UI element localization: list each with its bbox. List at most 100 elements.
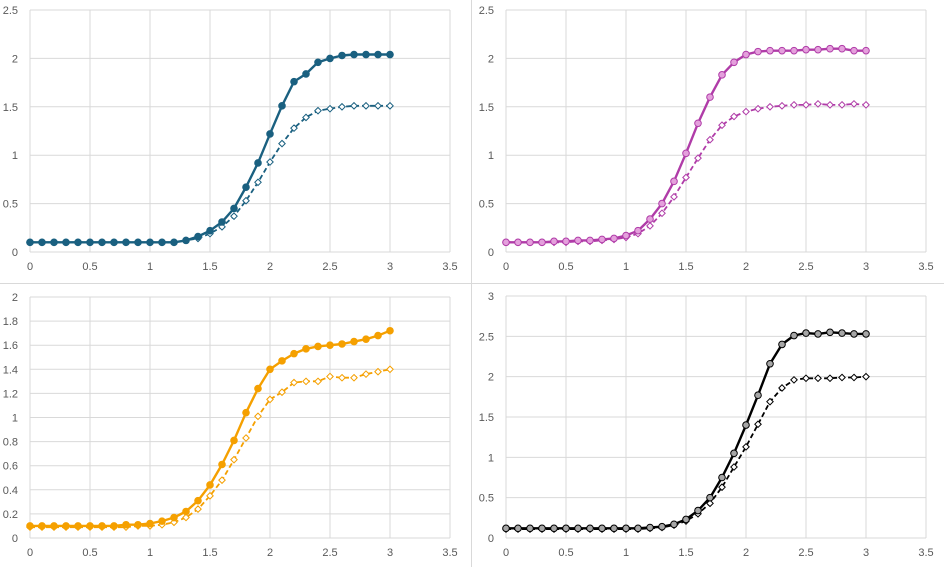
data-point	[550, 524, 558, 533]
data-point	[122, 238, 130, 247]
data-point	[206, 491, 214, 500]
data-point	[730, 112, 738, 121]
data-point	[374, 101, 382, 110]
data-point	[266, 158, 274, 166]
data-point	[302, 377, 310, 386]
y-tick-label: 0.4	[3, 485, 18, 497]
data-point	[850, 373, 858, 382]
x-tick-label: 2	[267, 261, 273, 273]
data-point	[586, 236, 594, 245]
data-point	[754, 104, 762, 113]
data-point	[314, 377, 322, 386]
panel-separator-horizontal	[0, 283, 944, 284]
data-point	[350, 373, 358, 382]
data-point	[62, 238, 70, 247]
x-tick-label: 3	[387, 261, 393, 273]
data-point	[86, 238, 94, 247]
x-tick-label: 0	[27, 547, 33, 559]
data-point	[194, 232, 202, 241]
x-tick-label: 1	[147, 547, 153, 559]
data-point	[742, 442, 750, 451]
x-tick-label: 2	[267, 547, 273, 559]
data-point	[646, 523, 654, 532]
y-tick-label: 2	[488, 372, 494, 384]
data-point	[314, 58, 322, 67]
y-tick-label: 0.5	[479, 493, 494, 505]
data-point	[634, 524, 642, 533]
data-point	[682, 173, 690, 182]
x-tick-label: 2.5	[798, 547, 813, 559]
x-tick-label: 2.5	[322, 547, 337, 559]
data-point	[38, 238, 46, 247]
data-point	[838, 373, 846, 382]
data-point	[242, 434, 250, 442]
y-tick-label: 1.5	[479, 102, 494, 114]
data-point	[242, 183, 250, 191]
chart-top-right: 0 0.5 1 1.5 2 2.5 3 3.5 0 0.5 1 1.5 2 2.5	[479, 5, 934, 273]
x-tick-label: 0	[27, 261, 33, 273]
data-point	[658, 522, 666, 531]
data-point	[182, 513, 190, 522]
x-tick-label: 3	[387, 547, 393, 559]
y-tick-label: 0.5	[479, 199, 494, 211]
y-tick-label: 0.6	[3, 461, 18, 473]
y-tick-label: 0	[488, 247, 494, 259]
data-point	[850, 330, 858, 338]
data-point	[194, 496, 202, 505]
data-point	[766, 46, 774, 55]
data-point	[134, 238, 142, 247]
data-point	[170, 238, 178, 247]
data-point	[742, 50, 750, 59]
data-point	[302, 345, 310, 353]
data-point	[574, 236, 582, 245]
data-point	[802, 329, 810, 337]
y-tick-label: 1.2	[3, 388, 18, 400]
data-point	[814, 45, 822, 54]
data-point	[302, 113, 310, 122]
data-point	[790, 331, 798, 340]
data-point	[694, 506, 702, 515]
data-point	[338, 340, 346, 348]
data-point	[814, 374, 822, 383]
chart-top-left: 0 0.5 1 1.5 2 2.5 3 3.5 0 0.5 1 1.5 2 2.5	[3, 5, 458, 273]
data-point	[218, 476, 226, 485]
data-point	[850, 46, 858, 55]
data-point	[254, 412, 262, 421]
data-point	[610, 524, 618, 533]
data-point	[170, 518, 178, 527]
y-tick-label: 1.5	[3, 102, 18, 114]
data-point	[146, 238, 154, 247]
y-tick-label: 2	[488, 53, 494, 65]
data-point	[182, 236, 190, 245]
data-point	[766, 359, 774, 368]
x-tick-label: 0	[503, 547, 509, 559]
x-tick-label: 0.5	[82, 261, 97, 273]
series-solid	[26, 326, 394, 530]
x-tick-label: 3.5	[918, 261, 933, 273]
x-tick-label: 3.5	[442, 261, 457, 273]
data-point	[74, 238, 82, 247]
data-point	[50, 522, 58, 530]
data-point	[646, 221, 654, 230]
data-point	[98, 238, 106, 247]
y-tick-label: 1.6	[3, 340, 18, 352]
data-point	[314, 342, 322, 351]
y-tick-label: 0	[12, 247, 18, 259]
x-tick-label: 2.5	[322, 261, 337, 273]
data-point	[326, 104, 334, 113]
data-point	[230, 204, 238, 213]
data-point	[742, 107, 750, 116]
data-point	[802, 100, 810, 109]
data-point	[826, 328, 834, 337]
data-point	[838, 100, 846, 109]
data-point	[290, 378, 298, 387]
data-point	[206, 481, 214, 489]
data-point	[718, 483, 726, 492]
data-point	[706, 135, 714, 144]
data-point	[278, 139, 286, 148]
data-point	[182, 507, 190, 516]
data-point	[266, 130, 274, 138]
x-tick-label: 1.5	[202, 261, 217, 273]
data-point	[374, 331, 382, 340]
